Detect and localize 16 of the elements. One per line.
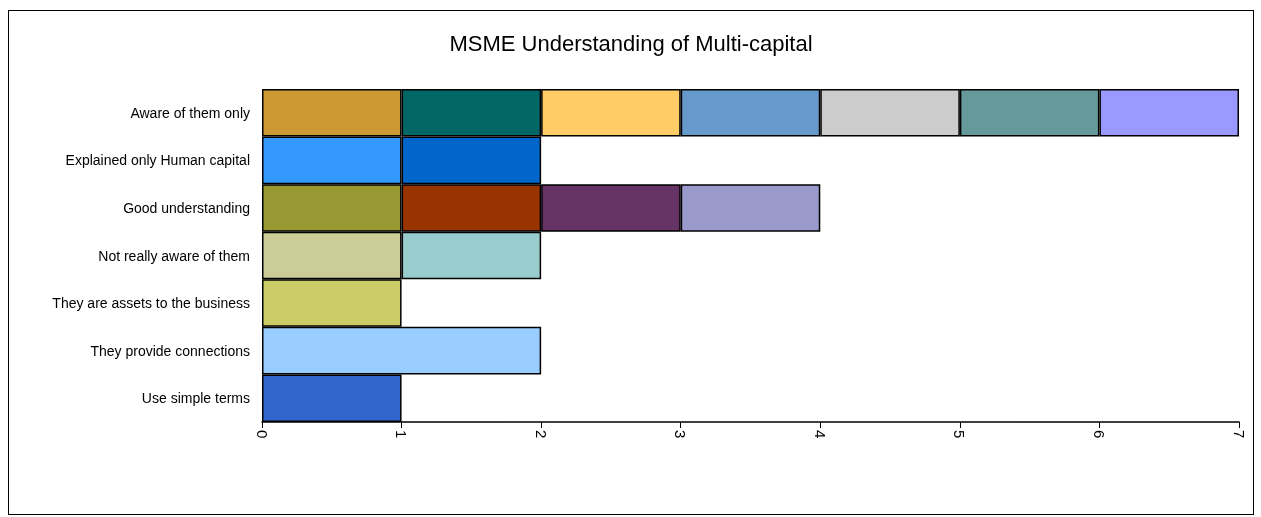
x-tick-label: 7	[1230, 430, 1248, 439]
y-tick-label: Explained only Human capital	[65, 152, 250, 169]
x-tick-label: 2	[532, 430, 550, 439]
y-tick-label: Good understanding	[123, 199, 250, 216]
y-tick-label: They provide connections	[90, 342, 250, 359]
x-tick-label: 3	[672, 430, 690, 439]
x-tick-label: 1	[393, 430, 411, 439]
y-tick-label: Aware of them only	[130, 104, 250, 121]
x-tick-label: 4	[811, 430, 829, 439]
y-tick-label: They are assets to the business	[52, 295, 250, 312]
y-tick-label: Not really aware of them	[98, 247, 250, 264]
y-tick-label: Use simple terms	[141, 390, 250, 407]
x-tick-label: 0	[253, 430, 271, 439]
chart-title: MSME Understanding of Multi-capital	[449, 30, 813, 56]
x-tick-label: 5	[951, 430, 969, 439]
x-tick-label: 6	[1090, 430, 1108, 439]
